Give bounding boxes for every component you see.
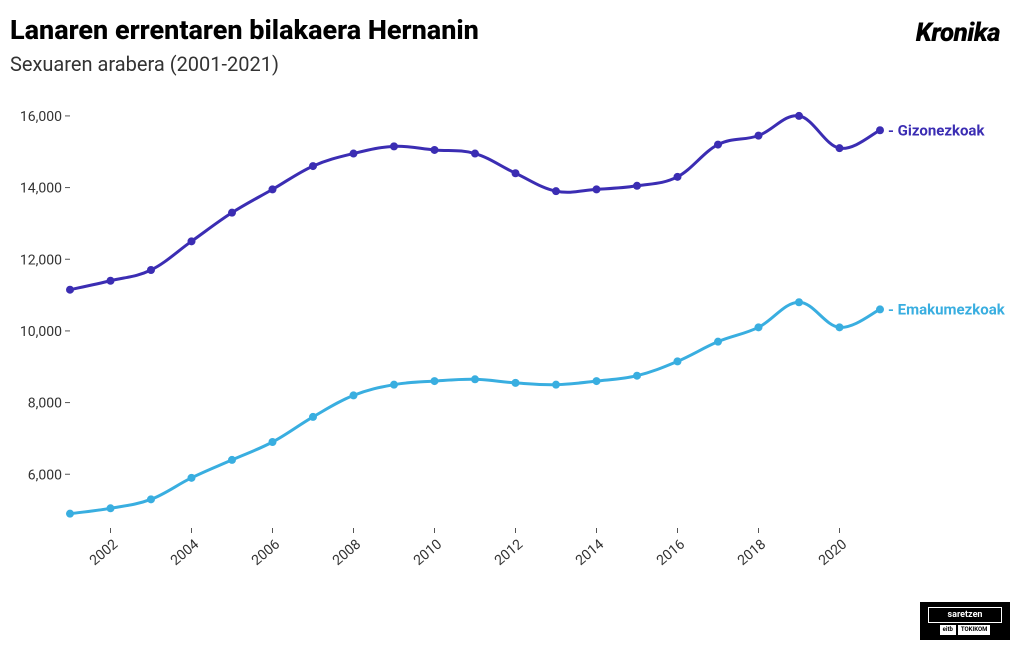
data-point bbox=[795, 298, 803, 306]
data-point bbox=[755, 323, 763, 331]
data-point bbox=[593, 377, 601, 385]
data-point bbox=[755, 132, 763, 140]
x-tick-label: 2016 bbox=[654, 536, 688, 569]
x-tick-label: 2018 bbox=[735, 536, 769, 569]
chart-container: Lanaren errentaren bilakaera Hernanin Se… bbox=[0, 0, 1020, 650]
data-point bbox=[390, 142, 398, 150]
y-tick-label: 14,000 bbox=[20, 181, 62, 197]
footer-pill-1: eitb bbox=[940, 625, 956, 635]
data-point bbox=[552, 187, 560, 195]
data-point bbox=[836, 323, 844, 331]
data-point bbox=[269, 185, 277, 193]
series-label: - Gizonezkoak bbox=[888, 121, 985, 139]
x-tick-label: 2008 bbox=[330, 536, 364, 569]
series-line bbox=[70, 116, 880, 290]
x-tick-label: 2012 bbox=[492, 536, 526, 569]
data-point bbox=[228, 209, 236, 217]
x-tick-label: 2006 bbox=[249, 536, 283, 569]
y-tick-label: 16,000 bbox=[20, 109, 62, 125]
data-point bbox=[188, 474, 196, 482]
y-tick-label: 12,000 bbox=[20, 252, 62, 268]
data-point bbox=[593, 185, 601, 193]
data-point bbox=[674, 357, 682, 365]
data-point bbox=[714, 141, 722, 149]
data-point bbox=[228, 456, 236, 464]
data-point bbox=[147, 266, 155, 274]
data-point bbox=[107, 277, 115, 285]
data-point bbox=[431, 377, 439, 385]
data-point bbox=[876, 126, 884, 134]
chart-title: Lanaren errentaren bilakaera Hernanin bbox=[10, 14, 479, 46]
y-tick-label: 10,000 bbox=[20, 324, 62, 340]
x-tick-label: 2004 bbox=[168, 536, 202, 569]
data-point bbox=[674, 173, 682, 181]
y-tick-label: 8,000 bbox=[28, 396, 62, 412]
data-point bbox=[107, 504, 115, 512]
data-point bbox=[836, 144, 844, 152]
series-line bbox=[70, 302, 880, 513]
data-point bbox=[66, 510, 74, 518]
footer-pill-2: TOKIKOM bbox=[958, 625, 990, 635]
data-point bbox=[714, 338, 722, 346]
data-point bbox=[309, 162, 317, 170]
footer-badge: saretzen eitb TOKIKOM bbox=[920, 602, 1010, 640]
data-point bbox=[350, 391, 358, 399]
data-point bbox=[471, 150, 479, 158]
data-point bbox=[633, 182, 641, 190]
data-point bbox=[147, 495, 155, 503]
data-point bbox=[309, 413, 317, 421]
brand-logo: Kronika bbox=[916, 18, 1000, 48]
data-point bbox=[633, 372, 641, 380]
x-tick-label: 2014 bbox=[573, 536, 607, 569]
x-tick-label: 2020 bbox=[816, 536, 850, 569]
data-point bbox=[876, 305, 884, 313]
data-point bbox=[431, 146, 439, 154]
chart-subtitle: Sexuaren arabera (2001-2021) bbox=[10, 52, 279, 76]
data-point bbox=[471, 375, 479, 383]
data-point bbox=[350, 150, 358, 158]
data-point bbox=[512, 379, 520, 387]
data-point bbox=[795, 112, 803, 120]
x-tick-label: 2002 bbox=[87, 536, 121, 569]
line-chart: 6,000 8,000 10,000 12,000 14,000 16,000 2002 20… bbox=[10, 88, 1010, 583]
data-point bbox=[66, 286, 74, 294]
data-point bbox=[390, 381, 398, 389]
data-point bbox=[188, 237, 196, 245]
data-point bbox=[512, 169, 520, 177]
series-label: - Emakumezkoak bbox=[888, 300, 1006, 318]
data-point bbox=[269, 438, 277, 446]
data-point bbox=[552, 381, 560, 389]
y-tick-label: 6,000 bbox=[28, 467, 62, 483]
footer-top-label: saretzen bbox=[928, 607, 1002, 623]
x-tick-label: 2010 bbox=[411, 536, 445, 569]
